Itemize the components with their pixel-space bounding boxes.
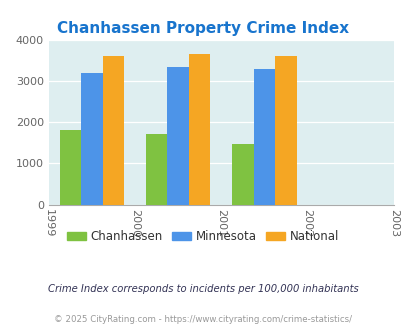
Text: Chanhassen Property Crime Index: Chanhassen Property Crime Index [57,20,348,36]
Bar [81,73,102,205]
Bar [188,54,210,205]
Bar [253,69,275,205]
Bar [275,56,296,205]
Legend: Chanhassen, Minnesota, National: Chanhassen, Minnesota, National [62,226,343,248]
Text: © 2025 CityRating.com - https://www.cityrating.com/crime-statistics/: © 2025 CityRating.com - https://www.city… [54,315,351,324]
Bar [232,144,253,205]
Bar [167,67,188,205]
Text: Crime Index corresponds to incidents per 100,000 inhabitants: Crime Index corresponds to incidents per… [47,284,358,294]
Bar [145,134,167,205]
Bar [60,130,81,205]
Bar [102,56,124,205]
